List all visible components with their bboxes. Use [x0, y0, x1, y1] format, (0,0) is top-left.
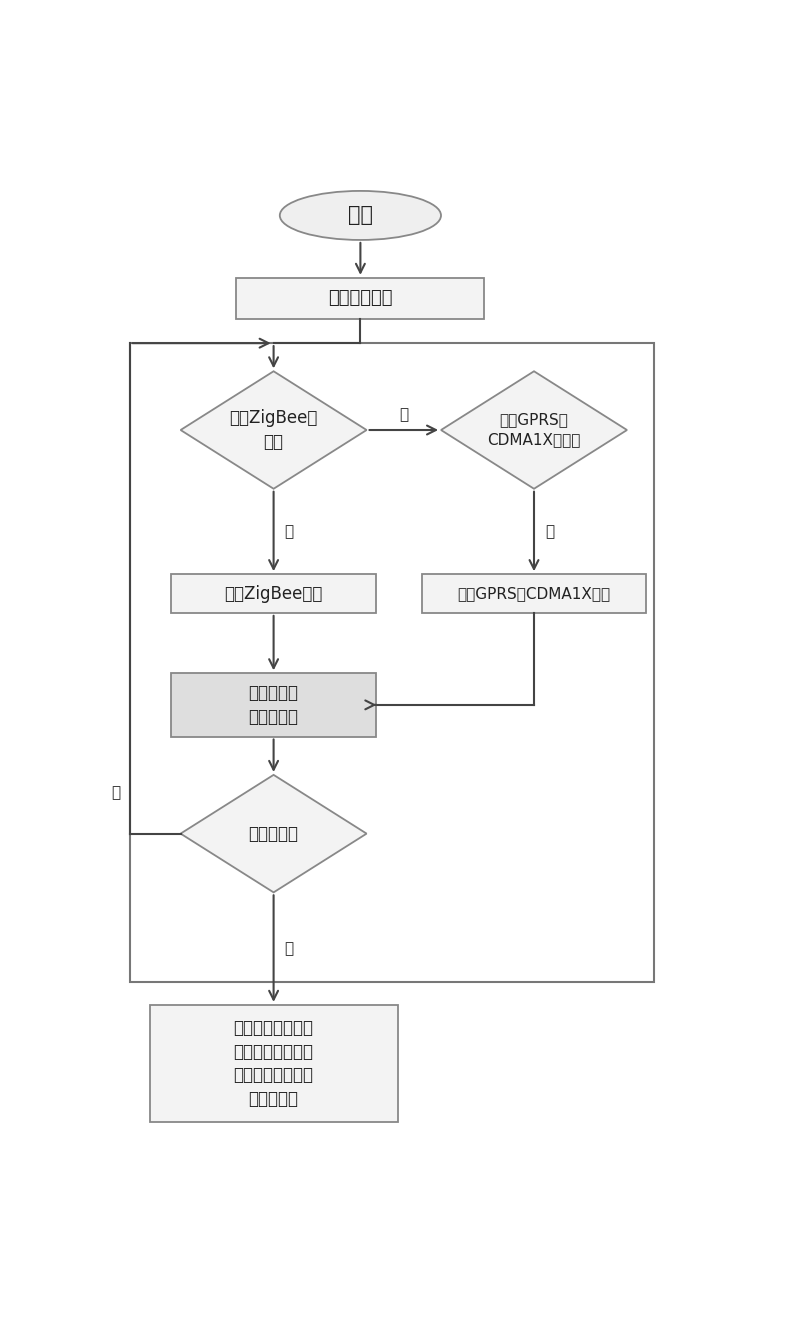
- Text: 发现GPRS或
CDMA1X网络？: 发现GPRS或 CDMA1X网络？: [487, 413, 581, 447]
- Bar: [171, 575, 376, 613]
- Polygon shape: [181, 775, 366, 892]
- Text: 定时向服务器发送
心跳信息或位置信
息，并循环等待服
务器的指令: 定时向服务器发送 心跳信息或位置信 息，并循环等待服 务器的指令: [234, 1019, 314, 1108]
- Text: 否: 否: [111, 786, 121, 800]
- Text: 向服务器发
送登陆信息: 向服务器发 送登陆信息: [249, 685, 298, 726]
- Bar: [150, 1005, 398, 1123]
- Polygon shape: [441, 372, 627, 488]
- Text: 加入GPRS或CDMA1X网络: 加入GPRS或CDMA1X网络: [458, 587, 610, 601]
- Text: 是: 是: [285, 524, 294, 539]
- Ellipse shape: [280, 191, 441, 240]
- Bar: [171, 673, 376, 736]
- Text: 开始: 开始: [348, 206, 373, 226]
- Text: 是: 是: [285, 941, 294, 955]
- Text: 发现ZigBee网
络？: 发现ZigBee网 络？: [230, 409, 318, 451]
- Polygon shape: [181, 372, 366, 488]
- Bar: [237, 277, 485, 318]
- Text: 加入ZigBee网络: 加入ZigBee网络: [225, 584, 322, 602]
- Bar: [422, 575, 646, 613]
- Text: 终端加电启动: 终端加电启动: [328, 289, 393, 308]
- Text: 登陆成功？: 登陆成功？: [249, 824, 298, 843]
- Bar: [130, 344, 654, 982]
- Text: 是: 是: [545, 524, 554, 539]
- Text: 否: 否: [399, 407, 408, 422]
